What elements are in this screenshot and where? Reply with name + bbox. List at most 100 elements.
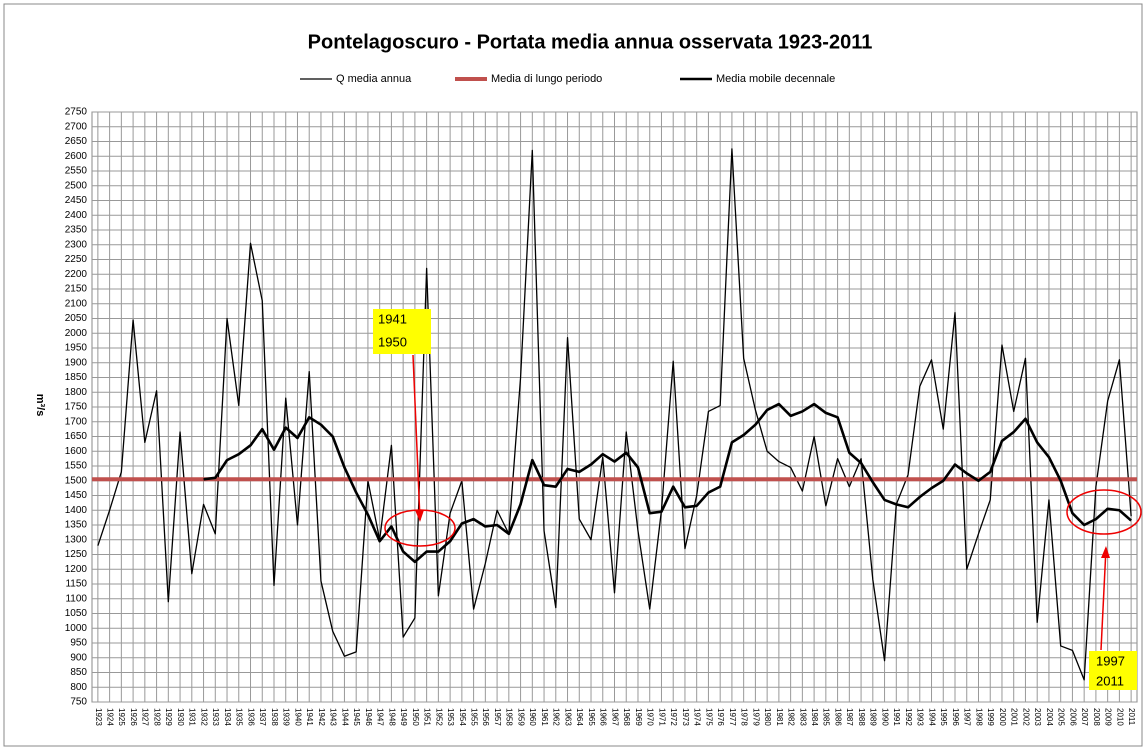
x-tick-label: 1952 bbox=[434, 708, 443, 726]
x-tick-label: 1982 bbox=[787, 708, 796, 726]
x-tick-label: 1945 bbox=[352, 708, 361, 726]
x-tick-label: 2010 bbox=[1115, 708, 1124, 726]
x-tick-label: 1923 bbox=[94, 708, 103, 726]
x-tick-label: 1975 bbox=[704, 708, 713, 726]
y-tick-label: 2600 bbox=[65, 151, 88, 162]
x-tick-label: 1977 bbox=[728, 708, 737, 726]
x-tick-label: 1943 bbox=[329, 708, 338, 726]
x-tick-label: 1969 bbox=[634, 708, 643, 726]
x-tick-label: 1937 bbox=[258, 708, 267, 726]
series-line bbox=[97, 148, 1132, 681]
y-tick-label: 900 bbox=[70, 652, 87, 663]
annotation-box bbox=[1089, 651, 1137, 690]
x-tick-label: 1960 bbox=[528, 708, 537, 726]
y-tick-label: 1700 bbox=[65, 416, 88, 427]
x-tick-label: 1934 bbox=[223, 708, 232, 726]
x-tick-label: 2007 bbox=[1080, 708, 1089, 726]
y-tick-label: 2050 bbox=[65, 313, 88, 324]
y-tick-label: 1450 bbox=[65, 490, 88, 501]
x-tick-label: 1944 bbox=[340, 708, 349, 726]
y-tick-label: 2100 bbox=[65, 298, 88, 309]
arrow-head bbox=[415, 510, 424, 522]
x-tick-label: 1932 bbox=[199, 708, 208, 726]
x-tick-label: 1967 bbox=[610, 708, 619, 726]
y-tick-label: 1900 bbox=[65, 357, 88, 368]
x-tick-label: 1966 bbox=[599, 708, 608, 726]
x-tick-label: 1938 bbox=[270, 708, 279, 726]
x-tick-label: 1924 bbox=[106, 708, 115, 726]
y-tick-label: 1600 bbox=[65, 446, 88, 457]
annotation-box bbox=[373, 309, 431, 354]
x-tick-label: 1936 bbox=[246, 708, 255, 726]
x-tick-label: 1931 bbox=[188, 708, 197, 726]
x-tick-label: 1996 bbox=[951, 708, 960, 726]
x-tick-label: 1968 bbox=[622, 708, 631, 726]
x-tick-label: 1997 bbox=[963, 708, 972, 726]
x-tick-label: 1991 bbox=[892, 708, 901, 726]
x-tick-label: 1979 bbox=[751, 708, 760, 726]
x-tick-label: 1992 bbox=[904, 708, 913, 726]
y-tick-label: 1100 bbox=[65, 593, 87, 604]
y-tick-label: 2250 bbox=[65, 254, 88, 265]
x-tick-label: 1939 bbox=[282, 708, 291, 726]
x-tick-label: 1950 bbox=[411, 708, 420, 726]
y-tick-label: 2500 bbox=[65, 180, 88, 191]
x-tick-label: 1984 bbox=[810, 708, 819, 726]
y-tick-label: 1400 bbox=[65, 505, 88, 516]
x-tick-label: 1981 bbox=[775, 708, 784, 726]
x-tick-label: 1953 bbox=[446, 708, 455, 726]
x-tick-label: 1942 bbox=[317, 708, 326, 726]
x-tick-label: 1957 bbox=[493, 708, 502, 726]
x-tick-label: 1956 bbox=[481, 708, 490, 726]
x-tick-label: 1947 bbox=[376, 708, 385, 726]
x-tick-label: 1948 bbox=[387, 708, 396, 726]
plot-area: 750 800 850 900 950 1000 1050 1100 1150 1200 1250 1… bbox=[65, 107, 1138, 726]
y-tick-label: 2550 bbox=[65, 166, 88, 177]
x-tick-label: 1976 bbox=[716, 708, 725, 726]
y-tick-label: 2300 bbox=[65, 239, 88, 250]
y-axis-label: m³/s bbox=[34, 394, 46, 417]
annotation-text: 1950 bbox=[378, 334, 407, 349]
x-tick-label: 1935 bbox=[235, 708, 244, 726]
x-tick-label: 1930 bbox=[176, 708, 185, 726]
x-tick-label: 1927 bbox=[141, 708, 150, 726]
x-tick-label: 1926 bbox=[129, 708, 138, 726]
x-tick-label: 1959 bbox=[516, 708, 525, 726]
x-tick-label: 2000 bbox=[998, 708, 1007, 726]
y-tick-label: 1250 bbox=[65, 549, 88, 560]
x-tick-label: 1933 bbox=[211, 708, 220, 726]
x-tick-label: 1949 bbox=[399, 708, 408, 726]
y-tick-label: 2750 bbox=[65, 107, 88, 118]
annotation-text: 1997 bbox=[1096, 653, 1125, 668]
y-tick-label: 2000 bbox=[65, 328, 88, 339]
x-tick-label: 1951 bbox=[423, 708, 432, 726]
annotation-text: 1941 bbox=[378, 311, 407, 326]
x-tick-label: 1928 bbox=[152, 708, 161, 726]
y-tick-label: 2150 bbox=[65, 284, 88, 295]
x-tick-label: 1929 bbox=[164, 708, 173, 726]
x-tick-label: 1978 bbox=[740, 708, 749, 726]
x-tick-label: 1994 bbox=[927, 708, 936, 726]
x-tick-label: 1954 bbox=[458, 708, 467, 726]
x-tick-label: 1983 bbox=[798, 708, 807, 726]
x-tick-label: 1941 bbox=[305, 708, 314, 726]
y-tick-label: 2650 bbox=[65, 136, 88, 147]
arrow-head bbox=[1101, 546, 1110, 558]
chart-title: Pontelagoscuro - Portata media annua oss… bbox=[308, 31, 873, 53]
x-tick-label: 1963 bbox=[563, 708, 572, 726]
highlight-ellipse bbox=[1066, 489, 1142, 535]
y-tick-label: 1000 bbox=[65, 623, 88, 634]
y-tick-label: 1950 bbox=[65, 343, 88, 354]
x-tick-label: 1993 bbox=[916, 708, 925, 726]
y-tick-label: 2450 bbox=[65, 195, 88, 206]
x-tick-label: 1970 bbox=[646, 708, 655, 726]
y-tick-label: 800 bbox=[70, 682, 87, 693]
x-tick-label: 2001 bbox=[1010, 708, 1019, 726]
x-tick-label: 1946 bbox=[364, 708, 373, 726]
y-tick-label: 2350 bbox=[65, 225, 88, 236]
y-tick-label: 1850 bbox=[65, 372, 88, 383]
y-tick-label: 2400 bbox=[65, 210, 88, 221]
x-tick-label: 1989 bbox=[869, 708, 878, 726]
y-tick-label: 2200 bbox=[65, 269, 88, 280]
x-tick-label: 1988 bbox=[857, 708, 866, 726]
